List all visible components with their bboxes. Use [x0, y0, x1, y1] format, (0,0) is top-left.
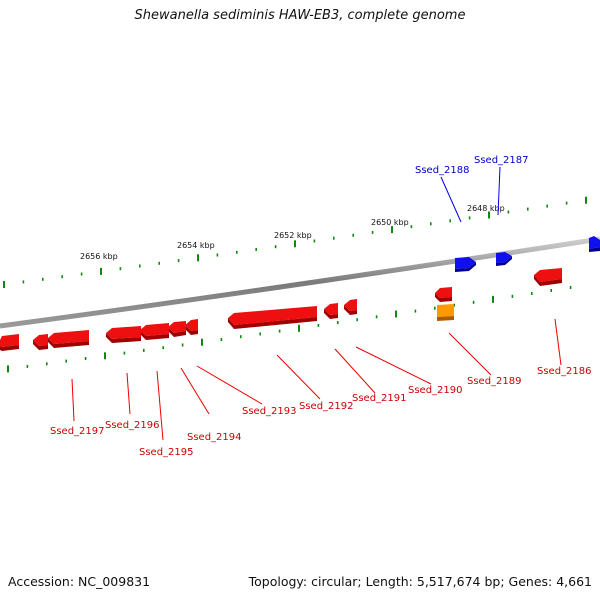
reverse-callouts — [71, 318, 562, 441]
reverse-gene-ssed-2195[interactable] — [140, 323, 169, 340]
reverse-gene-ssed-2194[interactable] — [168, 321, 186, 337]
gene-label-ssed-2186[interactable]: Ssed_2186 — [537, 366, 592, 377]
forward-gene-ssed-2188[interactable] — [455, 257, 476, 272]
gene-label-ssed-2194[interactable]: Ssed_2194 — [187, 432, 242, 443]
accession-text: Accession: NC_009831 — [8, 574, 151, 589]
forward-callouts — [440, 166, 501, 223]
kbp-label-2654: 2654 kbp — [177, 241, 215, 250]
kbp-label-2652: 2652 kbp — [274, 231, 312, 240]
gene-label-ssed-2191[interactable]: Ssed_2191 — [352, 393, 407, 404]
reverse-gene-ssed-2196[interactable] — [106, 326, 141, 343]
map-title: Shewanella sediminis HAW-EB3, complete g… — [134, 8, 466, 23]
reverse-gene-ssed-2186[interactable] — [534, 268, 562, 286]
reverse-gene-ssed-2197[interactable] — [48, 330, 89, 348]
reverse-gene-ssed-2192[interactable] — [228, 306, 317, 329]
kbp-label-2650: 2650 kbp — [371, 218, 409, 227]
reverse-gene-ssed-2193[interactable] — [185, 319, 198, 335]
kbp-label-2648: 2648 kbp — [467, 204, 505, 213]
gene-label-ssed-2188[interactable]: Ssed_2188 — [415, 165, 470, 176]
gene-label-ssed-2190[interactable]: Ssed_2190 — [408, 385, 463, 396]
forward-gene-ssed-2187[interactable] — [496, 252, 512, 266]
kbp-label-2656: 2656 kbp — [80, 252, 118, 261]
gene-label-ssed-2187[interactable]: Ssed_2187 — [474, 155, 529, 166]
reverse-gene-unlabeled-b[interactable] — [0, 334, 19, 351]
inner-tick-track — [7, 286, 572, 373]
reverse-gene-unlabeled-a[interactable] — [33, 334, 48, 350]
highlight-gene-ssed-2189[interactable] — [437, 304, 454, 321]
gene-label-ssed-2195[interactable]: Ssed_2195 — [139, 447, 194, 458]
reverse-gene-ssed-2189[interactable] — [435, 287, 452, 302]
gene-label-ssed-2189[interactable]: Ssed_2189 — [467, 376, 522, 387]
gene-label-ssed-2193[interactable]: Ssed_2193 — [242, 406, 297, 417]
reverse-gene-ssed-2191[interactable] — [324, 303, 338, 319]
gene-label-ssed-2192[interactable]: Ssed_2192 — [299, 401, 354, 412]
genome-summary-text: Topology: circular; Length: 5,517,674 bp… — [248, 574, 592, 589]
gene-label-ssed-2197[interactable]: Ssed_2197 — [50, 426, 105, 437]
reverse-gene-ssed-2190[interactable] — [344, 299, 357, 315]
gene-label-ssed-2196[interactable]: Ssed_2196 — [105, 420, 160, 431]
forward-gene-partial[interactable] — [589, 236, 600, 252]
outer-tick-track — [3, 196, 587, 288]
